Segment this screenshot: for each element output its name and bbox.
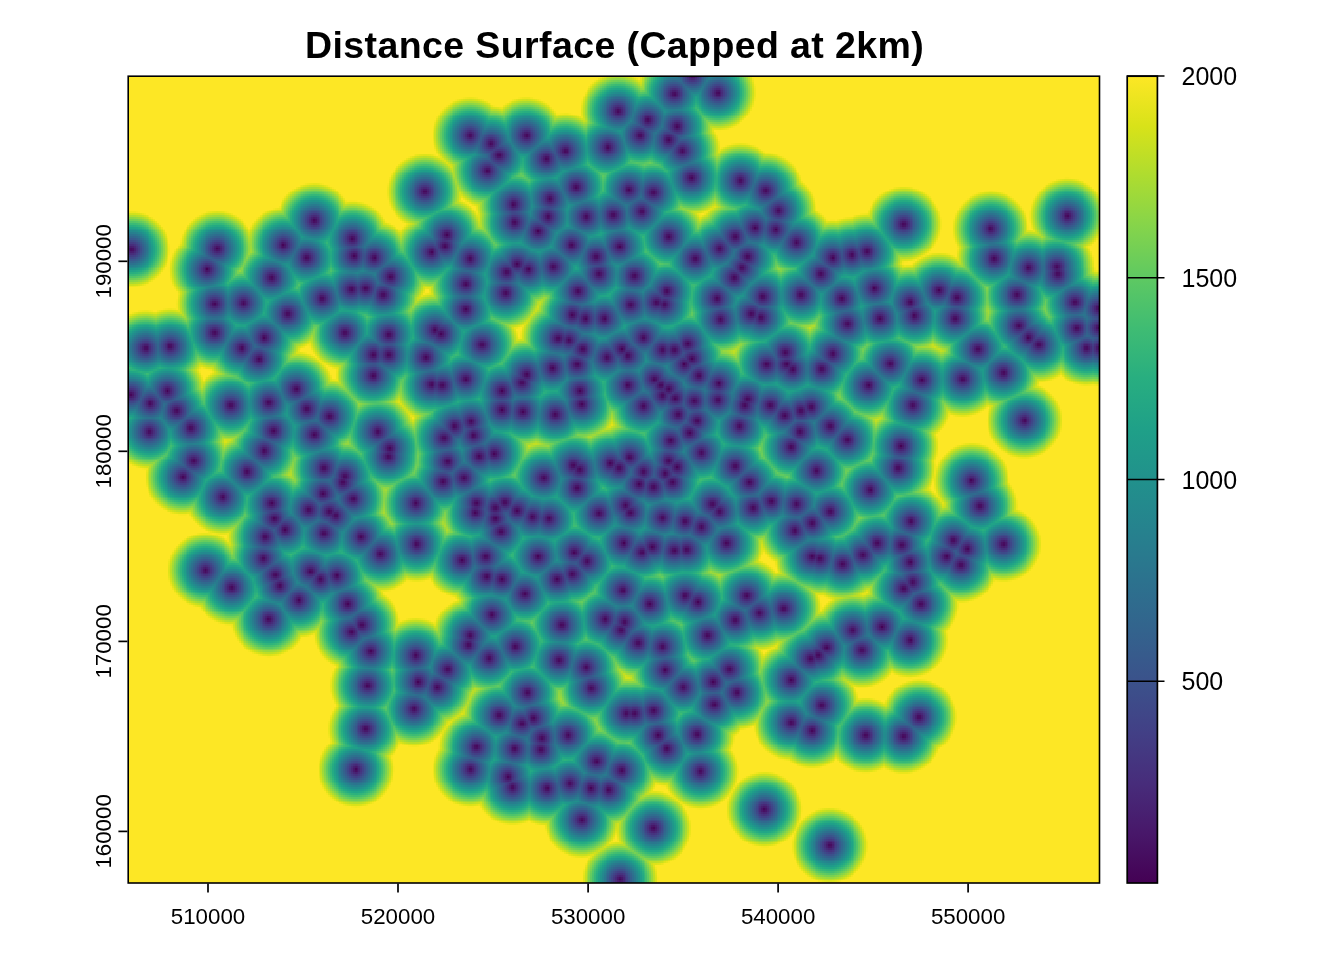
svg-text:190000: 190000 <box>91 224 116 298</box>
svg-text:1000: 1000 <box>1182 466 1238 494</box>
svg-text:540000: 540000 <box>741 904 815 929</box>
svg-text:2000: 2000 <box>1182 62 1238 90</box>
svg-text:530000: 530000 <box>551 904 625 929</box>
svg-text:510000: 510000 <box>171 904 245 929</box>
svg-text:550000: 550000 <box>931 904 1005 929</box>
svg-text:160000: 160000 <box>91 794 116 868</box>
svg-text:Distance Surface (Capped at 2k: Distance Surface (Capped at 2km) <box>305 24 924 66</box>
svg-text:520000: 520000 <box>361 904 435 929</box>
svg-text:1500: 1500 <box>1182 264 1238 292</box>
svg-text:500: 500 <box>1182 667 1224 695</box>
svg-text:170000: 170000 <box>91 604 116 678</box>
svg-text:180000: 180000 <box>91 414 116 488</box>
